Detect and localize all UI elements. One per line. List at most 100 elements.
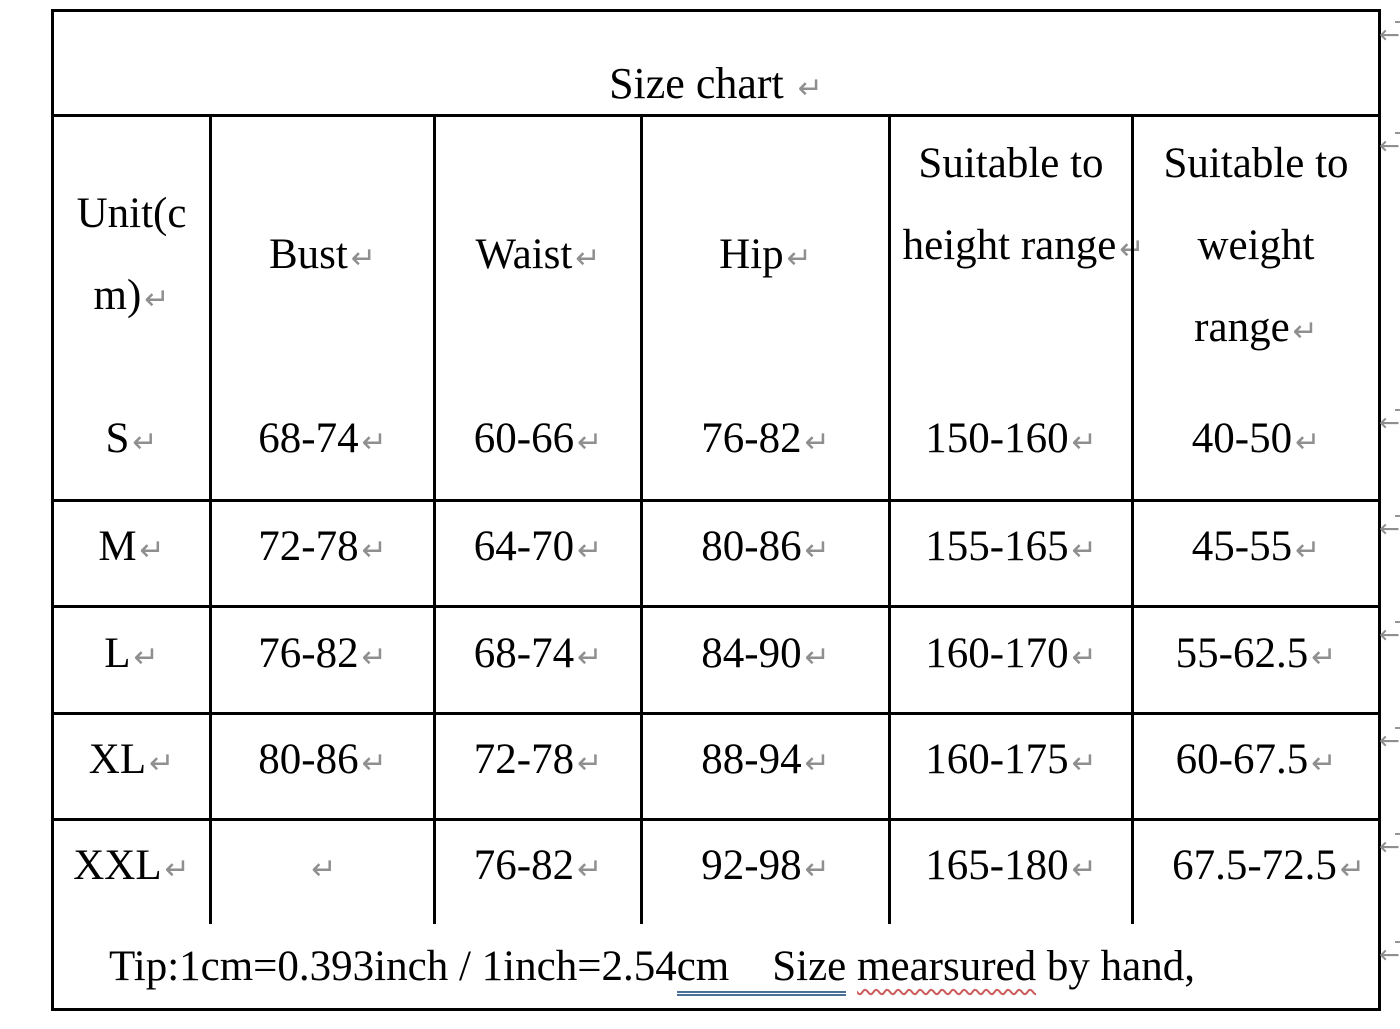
tip-misspelled-word: mearsured xyxy=(857,942,1037,990)
cell-value: 72-78 xyxy=(473,736,575,783)
pilcrow-mark-icon: ↵ xyxy=(575,240,601,276)
pilcrow-mark-icon: ↵ xyxy=(804,425,830,460)
cell-hip: 84-90 ↵ xyxy=(640,608,888,712)
tip-suffix: by hand, xyxy=(1036,942,1195,990)
cell-value: 45-55 xyxy=(1191,523,1293,570)
cell-hip: 80-86 ↵ xyxy=(640,502,888,605)
pilcrow-mark-icon: ↵ xyxy=(804,639,830,675)
size-chart-table: Size chart ↵ Unit(c m) ↵ Bust ↵ Waist ↵ Hip ↵… xyxy=(51,9,1381,1011)
cell-size: M ↵ xyxy=(54,502,209,605)
cell-hip: 92-98 ↵ xyxy=(640,821,888,924)
header-cell-bust: Bust ↵ xyxy=(209,117,433,392)
table-row-xxl: XXL ↵ ↵ 76-82 ↵ 92-98 ↵ 165-180 ↵ 67.5-72.5 ↵ xyxy=(54,818,1378,924)
tip-prefix: Tip:1cm=0.393inch / 1inch=2.54 xyxy=(109,942,677,990)
cell-value: 68-74 xyxy=(473,629,575,677)
cell-waist: 76-82 ↵ xyxy=(433,821,640,924)
pilcrow-mark-icon: ↵ xyxy=(132,425,158,460)
pilcrow-mark-icon: ↵ xyxy=(797,71,823,106)
cell-value: 68-74 xyxy=(258,415,359,462)
pilcrow-mark-icon: ↵ xyxy=(1071,533,1097,568)
cell-waist: 68-74 ↵ xyxy=(433,608,640,712)
cell-hip: 88-94 ↵ xyxy=(640,715,888,818)
pilcrow-mark-icon: ↵ xyxy=(1071,746,1097,781)
cell-bust: 76-82 ↵ xyxy=(209,608,433,712)
cell-value: 160-170 xyxy=(925,629,1069,677)
pilcrow-mark-icon: ↵ xyxy=(1311,746,1337,781)
pilcrow-mark-icon: ↵ xyxy=(1071,425,1097,460)
table-row-xl: XL ↵ 80-86 ↵ 72-78 ↵ 88-94 ↵ 160-175 ↵ 60-67.… xyxy=(54,712,1378,818)
cell-value: 160-175 xyxy=(925,736,1069,783)
cell-value: 76-82 xyxy=(701,415,802,462)
table-row-s: S ↵ 68-74 ↵ 60-66 ↵ 76-82 ↵ 150-160 ↵ 40-50 ↵ xyxy=(54,392,1378,499)
pilcrow-mark-icon: ↵ xyxy=(577,425,603,460)
pilcrow-mark-icon: ↵ xyxy=(164,852,190,887)
cell-value: 76-82 xyxy=(473,842,575,889)
cell-hip: 76-82 ↵ xyxy=(640,392,888,499)
pilcrow-mark-icon: ↵ xyxy=(786,240,812,276)
cell-value: 88-94 xyxy=(701,736,802,783)
header-cell-height-range: Suitable to height range ↵ xyxy=(888,117,1145,392)
cell-bust-empty: ↵ xyxy=(209,821,433,924)
size-label: XL xyxy=(88,736,147,783)
cell-bust: 68-74 ↵ xyxy=(209,392,433,499)
row-end-mark-icon: ← xyxy=(1379,408,1400,437)
size-label: S xyxy=(105,415,130,462)
cell-weight-range: 60-67.5 ↵ xyxy=(1131,715,1378,818)
size-label: XXL xyxy=(73,842,162,889)
cell-value: 150-160 xyxy=(925,415,1069,462)
header-label: Waist xyxy=(475,230,573,278)
cell-height-range: 165-180 ↵ xyxy=(888,821,1131,924)
row-end-mark-icon: ← xyxy=(1379,20,1400,49)
cell-value: 155-165 xyxy=(925,523,1069,570)
pilcrow-mark-icon: ↵ xyxy=(1311,639,1337,675)
pilcrow-mark-icon: ↵ xyxy=(361,639,387,675)
tip-cell: Tip:1cm=0.393inch / 1inch=2.54cm Size me… xyxy=(54,924,1378,1008)
pilcrow-mark-icon: ↵ xyxy=(1071,852,1097,887)
pilcrow-mark-icon: ↵ xyxy=(361,533,387,568)
title-row: Size chart ↵ xyxy=(54,12,1378,114)
tip-text: Tip:1cm=0.393inch / 1inch=2.54cm Size me… xyxy=(109,942,1195,996)
cell-value: 84-90 xyxy=(701,629,802,677)
cell-height-range: 160-175 ↵ xyxy=(888,715,1131,818)
pilcrow-mark-icon: ↵ xyxy=(1295,425,1321,460)
header-cell-waist: Waist ↵ xyxy=(433,117,640,392)
header-label: Unit(c m) xyxy=(76,189,187,319)
row-end-mark-icon: ← xyxy=(1379,726,1400,755)
table-row-m: M ↵ 72-78 ↵ 64-70 ↵ 80-86 ↵ 155-165 ↵ 45-55 ↵ xyxy=(54,499,1378,605)
pilcrow-mark-icon: ↵ xyxy=(144,281,170,317)
header-cell-unit: Unit(c m) ↵ xyxy=(54,117,209,392)
pilcrow-mark-icon: ↵ xyxy=(149,746,175,781)
cell-waist: 60-66 ↵ xyxy=(433,392,640,499)
row-end-mark-icon: ← xyxy=(1379,832,1400,861)
cell-size: L ↵ xyxy=(54,608,209,712)
row-end-mark-icon: ← xyxy=(1379,131,1400,160)
cell-value: 60-66 xyxy=(473,415,575,462)
cell-height-range: 160-170 ↵ xyxy=(888,608,1131,712)
cell-value: 60-67.5 xyxy=(1175,736,1309,783)
tip-space xyxy=(846,943,857,990)
pilcrow-mark-icon: ↵ xyxy=(1071,639,1097,675)
tip-double-underlined: cm Size xyxy=(676,942,847,996)
cell-value: 92-98 xyxy=(701,842,802,889)
cell-size: XL ↵ xyxy=(54,715,209,818)
header-label: Bust xyxy=(268,230,348,278)
cell-value: 55-62.5 xyxy=(1175,629,1309,677)
pilcrow-mark-icon: ↵ xyxy=(350,240,376,276)
cell-value: 80-86 xyxy=(701,523,802,570)
pilcrow-mark-icon: ↵ xyxy=(577,746,603,781)
header-cell-hip: Hip ↵ xyxy=(640,117,888,392)
size-label: M xyxy=(98,523,137,570)
pilcrow-mark-icon: ↵ xyxy=(1295,533,1321,568)
pilcrow-mark-icon: ↵ xyxy=(577,639,603,675)
pilcrow-mark-icon: ↵ xyxy=(133,639,159,675)
pilcrow-mark-icon: ↵ xyxy=(804,746,830,781)
page-title: Size chart xyxy=(609,59,784,108)
cell-value: 76-82 xyxy=(258,629,359,677)
cell-value: 64-70 xyxy=(473,523,575,570)
title-cell: Size chart ↵ xyxy=(54,12,1378,114)
pilcrow-mark-icon: ↵ xyxy=(577,533,603,568)
header-label: Suitable to height range xyxy=(902,140,1117,269)
cell-value: 67.5-72.5 xyxy=(1172,842,1337,889)
pilcrow-mark-icon: ↵ xyxy=(804,533,830,568)
row-end-mark-icon: ← xyxy=(1379,620,1400,649)
